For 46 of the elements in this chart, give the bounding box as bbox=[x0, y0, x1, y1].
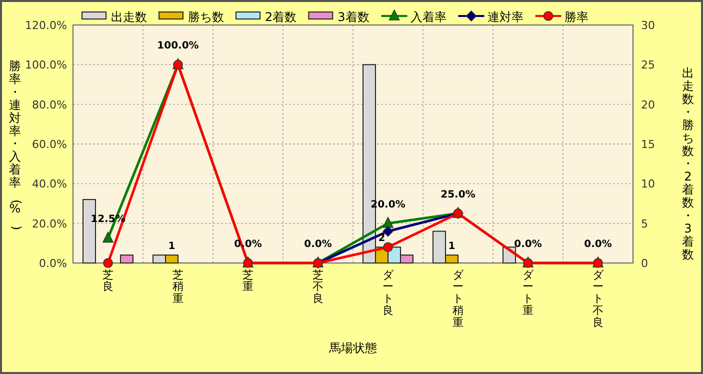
data-label: 1 bbox=[168, 241, 176, 252]
x-tick-label: ダート重 bbox=[522, 268, 534, 317]
y2-tick-label: 25 bbox=[641, 58, 655, 72]
legend-label: 入着率 bbox=[410, 10, 446, 24]
x-tick-label: ダート不良 bbox=[592, 268, 604, 329]
y-tick-label: 0.0% bbox=[39, 257, 67, 270]
x-tick-label: 芝重 bbox=[242, 268, 254, 294]
x-tick-label: ダート稍重 bbox=[452, 268, 464, 329]
legend-label: 出走数 bbox=[111, 10, 147, 24]
x-tick-label: 芝稍重 bbox=[172, 268, 184, 306]
data-label: 0.0% bbox=[304, 239, 332, 250]
data-label: 100.0% bbox=[157, 40, 199, 52]
y-tick-label: 80.0% bbox=[32, 98, 67, 112]
y2-tick-label: 30 bbox=[641, 19, 655, 32]
legend-label: 3着数 bbox=[338, 10, 370, 24]
y-tick-label: 20.0% bbox=[32, 217, 67, 230]
text: 勝率・連対率・入着率(%) bbox=[9, 58, 24, 230]
data-label: 1 bbox=[448, 241, 456, 252]
legend-label: 2着数 bbox=[265, 10, 297, 24]
point bbox=[382, 216, 394, 228]
y2-tick-label: 0 bbox=[641, 257, 648, 270]
point bbox=[102, 232, 114, 243]
data-label: 2 bbox=[378, 233, 386, 244]
data-label: 0.0% bbox=[514, 239, 542, 250]
legend-label: 勝率 bbox=[564, 10, 588, 24]
text: 出走数・勝ち数・2着数・3着数 bbox=[682, 66, 694, 262]
y2-tick-label: 20 bbox=[641, 98, 655, 112]
y2-tick-label: 15 bbox=[641, 138, 655, 151]
point bbox=[383, 242, 393, 252]
data-label: 25.0% bbox=[440, 189, 476, 200]
legend-label: 勝ち数 bbox=[188, 10, 224, 24]
y-tick-label: 40.0% bbox=[32, 178, 67, 191]
bar bbox=[120, 254, 134, 264]
y-tick-label: 60.0% bbox=[32, 138, 67, 151]
y2-tick-label: 10 bbox=[641, 178, 655, 191]
data-label: 0.0% bbox=[584, 239, 612, 250]
x-tick-label: 芝不良 bbox=[312, 268, 324, 306]
x-tick-label: ダート良 bbox=[382, 268, 394, 317]
point bbox=[103, 258, 113, 268]
point bbox=[382, 226, 394, 237]
x-tick-label: 芝良 bbox=[102, 268, 114, 294]
legend-label: 連対率 bbox=[487, 10, 524, 24]
y2-tick-label: 5 bbox=[641, 217, 648, 230]
y-tick-label: 100.0% bbox=[25, 58, 67, 72]
x-axis-title: 馬場状態 bbox=[328, 341, 377, 355]
y-tick-label: 120.0% bbox=[25, 19, 67, 32]
